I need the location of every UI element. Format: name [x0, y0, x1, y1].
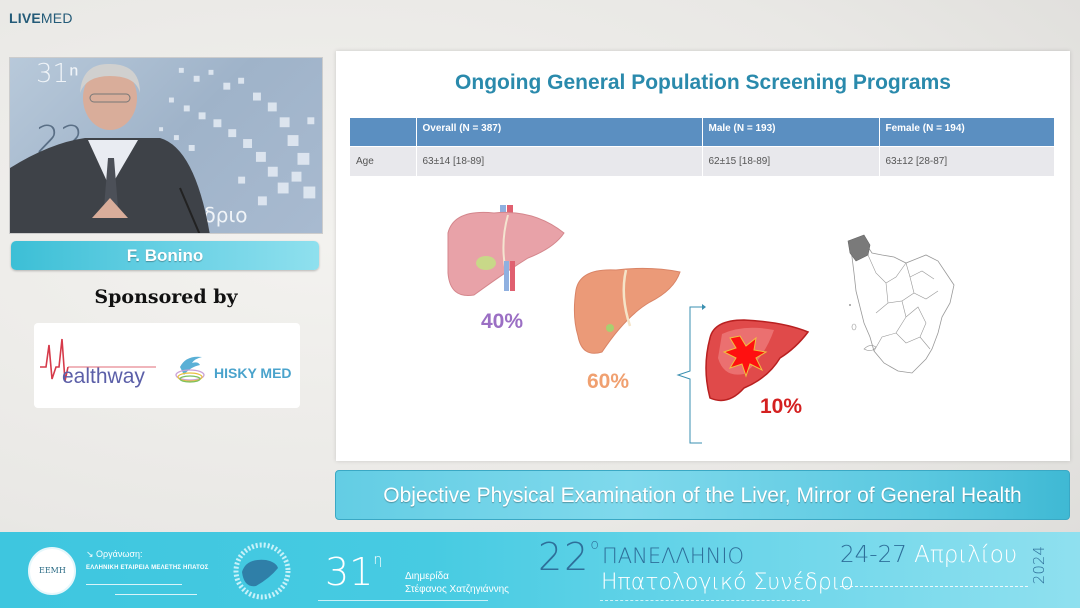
livemed-logo: LIVEMED	[9, 10, 73, 26]
speaker-video: 31ⁿ 22 υνέδριο	[9, 57, 323, 234]
edition-subtitle: Διημερίδα	[405, 571, 449, 582]
table-header-cell: Female (N = 194)	[879, 118, 1055, 146]
fatty-liver-illustration	[573, 267, 681, 354]
backdrop-text: 31ⁿ	[36, 59, 79, 89]
sponsor-hisky-med-logo: HISKY MED	[172, 349, 297, 389]
sponsors-panel: ealthway HISKY MED	[34, 323, 300, 408]
table-header-cell	[350, 118, 417, 146]
healthy-liver-illustration	[447, 205, 565, 297]
divider	[840, 586, 1028, 587]
dolphin-icon	[175, 356, 205, 383]
speaker-name-badge: F. Bonino	[11, 241, 319, 270]
eemh-society-logo: ΕΕΜΗ	[28, 547, 76, 595]
divider	[115, 594, 197, 595]
congress-number: 22ο	[538, 535, 601, 579]
bracket-arrow	[676, 304, 706, 444]
liver-ring-emblem	[233, 542, 291, 600]
table-cell: 63±12 [28-87]	[879, 145, 1055, 176]
organizer-name: ΕΛΛΗΝΙΚΗ ΕΤΑΙΡΕΙΑ ΜΕΛΕΤΗΣ ΗΠΑΤΟΣ	[86, 565, 209, 571]
divider	[86, 584, 182, 585]
conference-footer-banner: ΕΕΜΗ ↘ Οργάνωση: ΕΛΛΗΝΙΚΗ ΕΤΑΙΡΕΙΑ ΜΕΛΕΤ…	[0, 532, 1080, 608]
table-cell: 63±14 [18-89]	[416, 145, 703, 176]
divider	[318, 600, 488, 601]
speaker-figure	[10, 63, 210, 233]
congress-dates: 24-27 Απριλίου	[840, 542, 1018, 568]
table-cell: 62±15 [18-89]	[702, 145, 880, 176]
table-header-cell: Male (N = 193)	[702, 118, 880, 146]
congress-title-line1: ΠΑΝΕΛΛΗΝΙΟ	[602, 544, 745, 568]
fatty-liver-percent: 60%	[587, 370, 630, 393]
congress-title-line2: Ηπατολογικό Συνέδριο	[601, 570, 854, 595]
tuscany-map	[847, 234, 955, 374]
table-header-cell: Overall (N = 387)	[416, 118, 703, 146]
congress-year: 2024	[1030, 546, 1048, 585]
demographics-table: Overall (N = 387) Male (N = 193) Female …	[350, 118, 1055, 176]
table-cell: Age	[350, 145, 417, 176]
table-header-row: Overall (N = 387) Male (N = 193) Female …	[350, 118, 1055, 146]
damaged-liver-illustration	[705, 319, 810, 402]
damaged-liver-percent: 10%	[760, 395, 803, 418]
healthy-liver-percent: 40%	[481, 310, 524, 333]
organizer-label: ↘ Οργάνωση:	[86, 549, 143, 559]
sponsored-by-heading: Sponsored by	[94, 286, 238, 308]
talk-title-banner: Objective Physical Examination of the Li…	[335, 470, 1070, 520]
slide-title: Ongoing General Population Screening Pro…	[455, 71, 951, 94]
divider	[600, 600, 810, 601]
backdrop-pattern	[159, 67, 316, 206]
heartbeat-icon	[40, 338, 156, 382]
table-row: Age 63±14 [18-89] 62±15 [18-89] 63±12 [2…	[350, 145, 1055, 176]
presentation-slide: Ongoing General Population Screening Pro…	[336, 51, 1070, 461]
edition-honoree: Στέφανος Χατζηγιάννης	[405, 584, 509, 595]
sponsor-healthway-logo: ealthway	[40, 331, 158, 391]
edition-number: 31η	[325, 550, 383, 594]
